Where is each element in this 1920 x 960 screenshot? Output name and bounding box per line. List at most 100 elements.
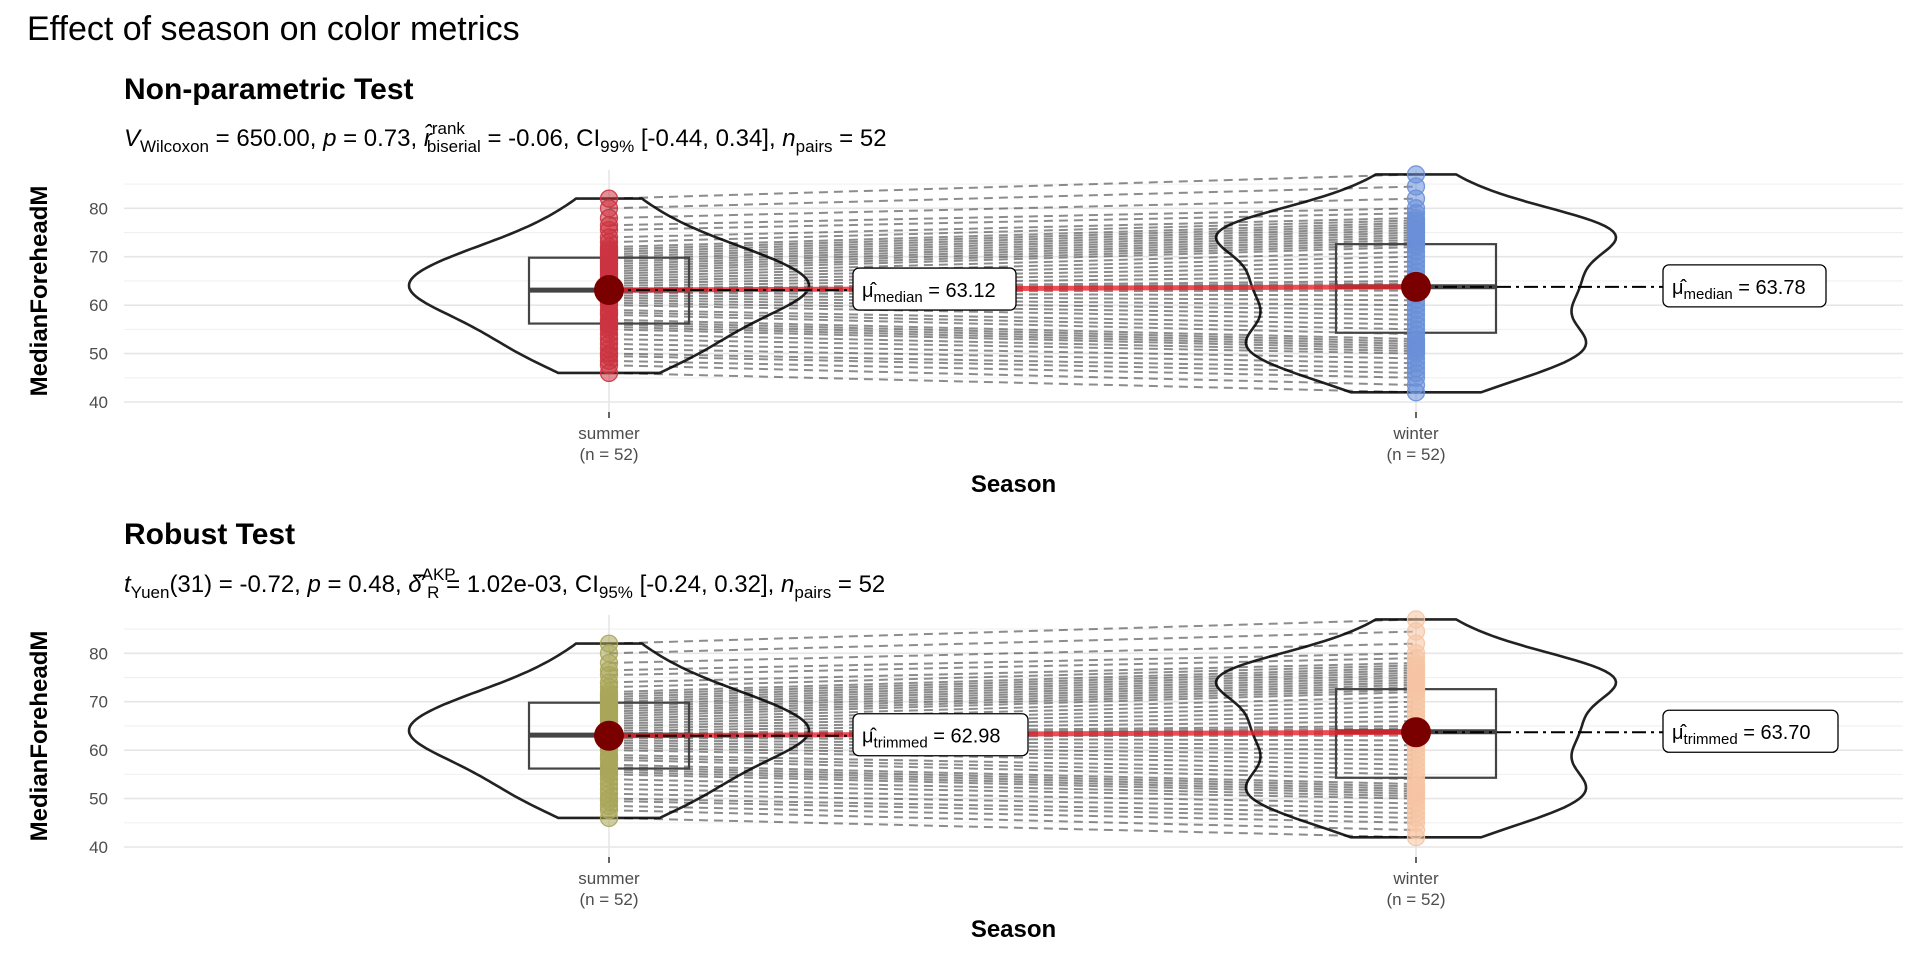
effect-sub: biserial: [427, 137, 481, 156]
y-tick-label: 40: [89, 838, 108, 857]
n-symbol: n: [781, 571, 794, 598]
pair-line: [608, 355, 1417, 374]
x-tick-n-label: (n = 52): [1386, 890, 1445, 909]
centrality-point-summer: [594, 275, 624, 306]
y-tick-label: 80: [89, 199, 108, 218]
label-text: μ̂trimmed = 63.70: [1672, 722, 1811, 748]
x-tick-label: winter: [1392, 424, 1439, 443]
ci-value: [-0.24, 0.32],: [633, 571, 781, 598]
ci-sub: 99%: [600, 137, 634, 156]
panel-subtitle: VWilcoxon = 650.00, p = 0.73, r̂rank bise…: [124, 119, 887, 156]
x-axis-title: Season: [971, 916, 1056, 943]
y-axis-title: MedianForeheadM: [26, 631, 53, 842]
panel-1: Non-parametric Test VWilcoxon = 650.00, p…: [26, 73, 1903, 498]
label-sub: median: [874, 289, 923, 306]
centrality-label-winter: μ̂median = 63.78: [1416, 264, 1827, 308]
x-tick-n-label: (n = 52): [1386, 445, 1445, 464]
pair-line: [608, 618, 1417, 645]
n-value: = 52: [831, 571, 885, 598]
label-text: μ̂median = 63.78: [1672, 277, 1806, 303]
data-point: [599, 634, 619, 653]
pair-line: [608, 333, 1417, 353]
label-sub: trimmed: [874, 735, 928, 752]
effect-sup: rank: [432, 119, 466, 138]
violin-summer: [407, 642, 811, 820]
x-tick-n-label: (n = 52): [579, 890, 638, 909]
p-value: = 0.48,: [321, 571, 408, 598]
y-tick-label: 70: [89, 248, 108, 267]
pair-line: [608, 224, 1417, 251]
violin-winter: [1214, 618, 1618, 839]
stat-symbol: t: [124, 571, 132, 598]
stat-sub: Yuen: [131, 583, 170, 602]
x-tick-label: winter: [1392, 869, 1439, 888]
panels: Non-parametric Test VWilcoxon = 650.00, p…: [26, 73, 1903, 943]
panel-subtitle: tYuen(31) = -0.72, p = 0.48, δ̂AKP R = 1.…: [124, 565, 885, 602]
centrality-point-winter: [1401, 717, 1431, 748]
label-box: [1662, 709, 1839, 753]
figure-title: Effect of season on color metrics: [27, 10, 520, 48]
panel-title: Non-parametric Test: [124, 73, 414, 106]
n-sub: pairs: [796, 137, 833, 156]
label-value: = 63.12: [923, 280, 996, 302]
y-axis-title: MedianForeheadM: [26, 186, 53, 397]
effect-value: = 1.02e-03,: [439, 571, 574, 598]
centrality-label-summer: μ̂median = 63.12: [609, 267, 1017, 311]
n-symbol: n: [782, 125, 795, 152]
centrality-label-summer: μ̂trimmed = 62.98: [609, 713, 1029, 757]
effect-value: = -0.06,: [481, 125, 576, 152]
violin-summer: [407, 197, 811, 375]
pair-line: [608, 778, 1417, 798]
n-sub: pairs: [794, 583, 831, 602]
effect-sub: R: [427, 583, 439, 602]
data-point: [1406, 610, 1426, 629]
p-symbol: p: [307, 571, 321, 598]
y-tick-label: 60: [89, 296, 108, 315]
label-box: [852, 267, 1017, 311]
ci-label: CI: [576, 125, 600, 152]
ci-sub: 95%: [599, 583, 633, 602]
ci-value: [-0.44, 0.34],: [634, 125, 782, 152]
effect-symbol: δ̂: [408, 571, 425, 598]
p-value: = 0.73,: [336, 125, 423, 152]
pair-line: [608, 797, 1417, 815]
x-axis-title: Season: [971, 471, 1056, 498]
x-tick-n-label: (n = 52): [579, 445, 638, 464]
violin-winter: [1214, 173, 1618, 394]
centrality-point-summer: [594, 720, 624, 751]
label-value: = 63.70: [1738, 722, 1811, 744]
pair-line: [608, 676, 1417, 703]
pair-line: [608, 800, 1417, 819]
pair-line: [608, 816, 1417, 839]
pair-line: [608, 352, 1417, 370]
data-point: [1406, 165, 1426, 184]
y-tick-label: 40: [89, 393, 108, 412]
pair-line: [608, 371, 1417, 394]
pair-line: [608, 231, 1417, 258]
pair-line: [608, 652, 1417, 672]
x-tick-label: summer: [578, 424, 640, 443]
label-text: μ̂median = 63.12: [862, 280, 996, 306]
label-sub: trimmed: [1684, 731, 1738, 748]
y-tick-label: 50: [89, 345, 108, 364]
pair-line: [608, 236, 1417, 263]
label-box: [1662, 264, 1827, 308]
y-tick-label: 50: [89, 790, 108, 809]
label-value: = 63.78: [1733, 277, 1806, 299]
stat-symbol: V: [124, 125, 142, 152]
effect-symbol: r̂: [424, 124, 433, 152]
label-sub: median: [1684, 286, 1733, 303]
pair-line: [608, 207, 1417, 227]
label-value: = 62.98: [928, 726, 1001, 748]
panel-2: Robust Test tYuen(31) = -0.72, p = 0.48, …: [26, 518, 1903, 943]
pair-line: [608, 669, 1417, 696]
n-value: = 52: [833, 125, 887, 152]
pair-line: [608, 173, 1417, 200]
stat-sub: Wilcoxon: [140, 137, 209, 156]
pair-line: [608, 681, 1417, 708]
stat-value: (31) = -0.72,: [169, 571, 307, 598]
ci-label: CI: [575, 571, 599, 598]
p-symbol: p: [322, 125, 336, 152]
panel-title: Robust Test: [124, 518, 295, 551]
